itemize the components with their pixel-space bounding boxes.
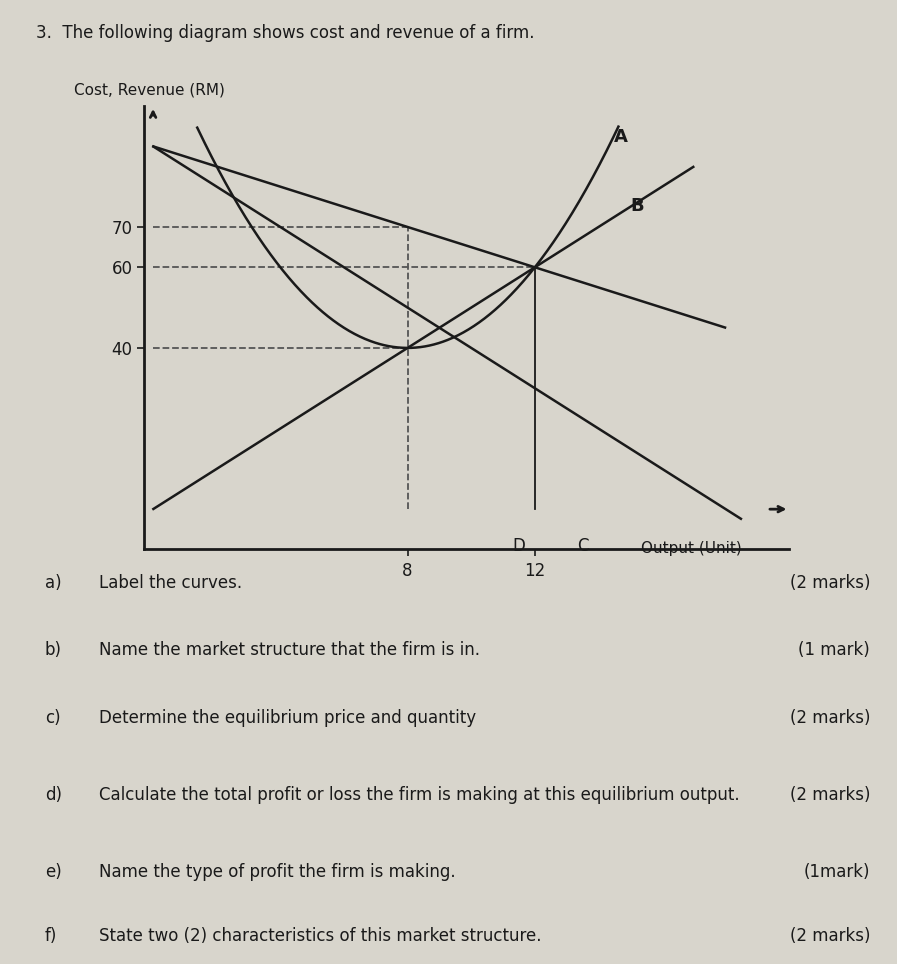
Text: (2 marks): (2 marks) (789, 927, 870, 946)
Text: (2 marks): (2 marks) (789, 709, 870, 727)
Text: D: D (512, 537, 526, 555)
Text: Cost, Revenue (RM): Cost, Revenue (RM) (74, 83, 224, 98)
Text: A: A (614, 128, 628, 147)
Text: State two (2) characteristics of this market structure.: State two (2) characteristics of this ma… (99, 927, 541, 946)
Text: Name the market structure that the firm is in.: Name the market structure that the firm … (99, 641, 480, 659)
Text: C: C (577, 537, 588, 555)
Text: d): d) (45, 786, 62, 804)
Text: b): b) (45, 641, 62, 659)
Text: (1 mark): (1 mark) (798, 641, 870, 659)
Text: Output (Unit): Output (Unit) (640, 542, 742, 556)
Text: (2 marks): (2 marks) (789, 574, 870, 592)
Text: a): a) (45, 574, 62, 592)
Text: Determine the equilibrium price and quantity: Determine the equilibrium price and quan… (99, 709, 475, 727)
Text: Calculate the total profit or loss the firm is making at this equilibrium output: Calculate the total profit or loss the f… (99, 786, 739, 804)
Text: Name the type of profit the firm is making.: Name the type of profit the firm is maki… (99, 863, 456, 881)
Text: B: B (631, 197, 644, 215)
Text: 3.  The following diagram shows cost and revenue of a firm.: 3. The following diagram shows cost and … (36, 24, 535, 42)
Text: (2 marks): (2 marks) (789, 786, 870, 804)
Text: e): e) (45, 863, 62, 881)
Text: Label the curves.: Label the curves. (99, 574, 242, 592)
Text: c): c) (45, 709, 60, 727)
Text: (1mark): (1mark) (804, 863, 870, 881)
Text: f): f) (45, 927, 57, 946)
